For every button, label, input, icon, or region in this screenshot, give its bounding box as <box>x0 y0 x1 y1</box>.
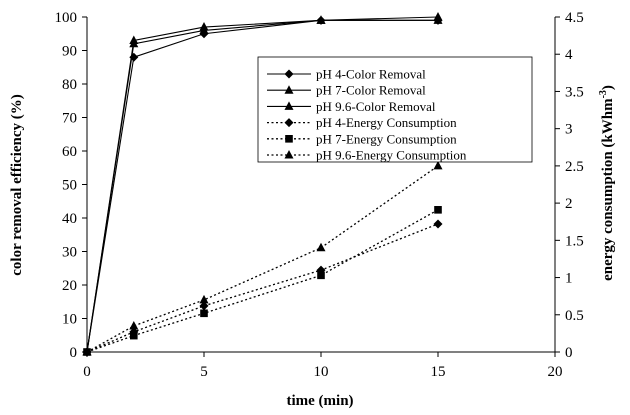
y2-axis-title-superscript: -3 <box>598 90 609 98</box>
data-point <box>200 309 208 318</box>
legend-label: pH 4-Color Removal <box>316 67 426 82</box>
y-tick-label: 0 <box>70 345 78 361</box>
data-point <box>129 320 139 330</box>
y-tick-label: 70 <box>62 111 77 127</box>
legend-label: pH 9.6-Energy Consumption <box>316 148 467 163</box>
series-layer <box>82 12 443 357</box>
legend-item-2: pH 7-Color Removal <box>267 83 426 98</box>
legend-label: pH 4-Energy Consumption <box>316 115 457 130</box>
legend-item-1: pH 4-Color Removal <box>267 67 426 82</box>
y2-tick-label: 1.5 <box>565 233 584 249</box>
x-axis-title: time (min) <box>286 393 353 409</box>
legend-item-6: pH 9.6-Energy Consumption <box>267 148 467 163</box>
y2-axis-title-main: energy consumption (kWhm <box>600 98 616 281</box>
x-tick-label: 0 <box>83 364 91 380</box>
legend-item-3: pH 9.6-Color Removal <box>267 99 436 114</box>
x-tick-label: 5 <box>200 364 208 380</box>
legend-marker <box>285 135 293 143</box>
y-tick-label: 60 <box>62 144 77 160</box>
x-tick-label: 20 <box>548 364 563 380</box>
legend-label: pH 9.6-Color Removal <box>316 99 436 114</box>
y-tick-label: 30 <box>62 245 77 261</box>
legend-marker <box>284 101 294 110</box>
y2-tick-label: 4.5 <box>565 10 584 26</box>
y2-tick-label: 3.5 <box>565 84 584 100</box>
legend-marker <box>284 69 294 79</box>
legend-marker <box>284 85 294 94</box>
legend-label: pH 7-Energy Consumption <box>316 131 457 146</box>
axes-layer: 0 5 10 15 20010203040506070809010000.511.522… <box>55 10 584 380</box>
data-point <box>199 22 209 31</box>
data-point <box>130 331 138 340</box>
y2-tick-label: 0.5 <box>565 308 584 324</box>
y2-tick-label: 2.5 <box>565 159 584 175</box>
series-line <box>86 165 439 353</box>
y-tick-label: 90 <box>62 44 77 60</box>
legend-marker <box>284 118 294 128</box>
legend-item-4: pH 4-Energy Consumption <box>267 115 457 130</box>
x-tick-label: 15 <box>431 364 446 380</box>
y-tick-label: 20 <box>62 278 77 294</box>
y2-tick-label: 4 <box>565 47 573 63</box>
data-point <box>316 15 326 24</box>
y2-axis-title-close: ) <box>600 85 616 90</box>
data-point <box>316 242 326 252</box>
x-tick-label: 10 <box>314 364 329 380</box>
series-5 <box>83 206 442 356</box>
y-tick-label: 100 <box>55 10 78 26</box>
data-point <box>199 301 209 311</box>
data-point <box>199 294 209 304</box>
y2-axis-title: energy consumption (kWhm-3) <box>598 85 616 281</box>
series-line <box>86 209 439 353</box>
y2-tick-label: 1 <box>565 271 573 287</box>
data-point <box>433 160 443 170</box>
legend-item-5: pH 7-Energy Consumption <box>267 131 457 146</box>
data-point <box>433 219 443 229</box>
series-6 <box>82 160 443 356</box>
data-point <box>317 271 325 280</box>
legend-label: pH 7-Color Removal <box>316 83 426 98</box>
data-point <box>82 347 92 356</box>
y2-tick-label: 3 <box>565 122 573 138</box>
series-line <box>86 223 439 353</box>
data-point <box>434 206 442 214</box>
y-tick-label: 10 <box>62 312 77 328</box>
y-axis-title: color removal efficiency (%) <box>9 94 25 275</box>
y2-tick-label: 2 <box>565 196 573 212</box>
y2-tick-label: 0 <box>565 345 573 361</box>
y-tick-label: 40 <box>62 211 77 227</box>
y-tick-label: 50 <box>62 178 77 194</box>
data-point <box>129 35 139 44</box>
data-point <box>433 12 443 21</box>
y-tick-label: 80 <box>62 77 77 93</box>
legend-marker <box>284 150 294 159</box>
